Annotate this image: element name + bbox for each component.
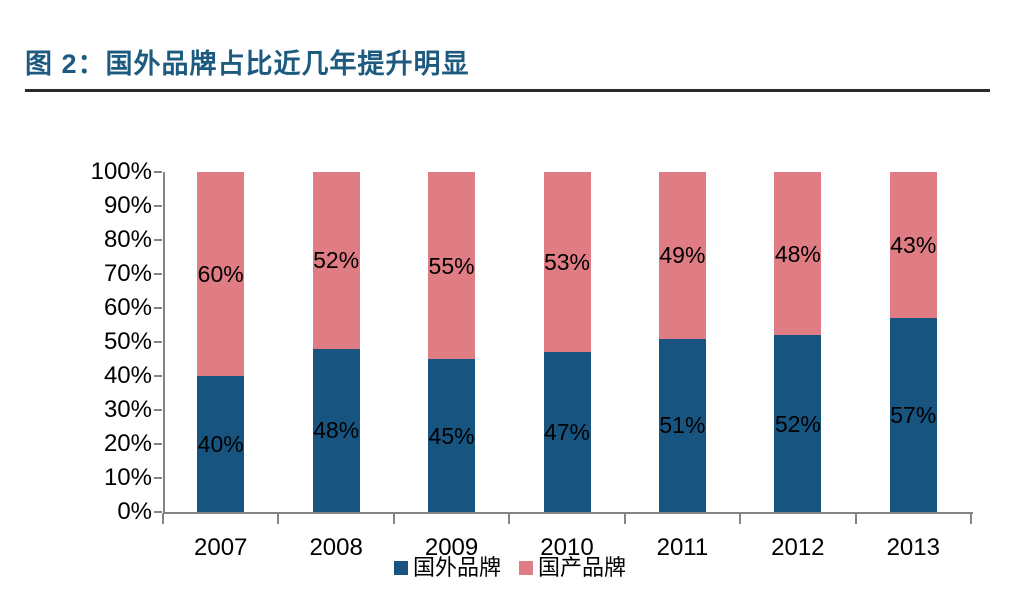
bar-segment-label: 57%: [890, 402, 937, 429]
y-axis-label: 10%: [103, 464, 152, 491]
x-axis-tick: [162, 513, 164, 524]
y-axis-label: 40%: [103, 362, 152, 389]
bar-segment-foreign: [428, 359, 476, 512]
x-axis-tick: [392, 513, 395, 524]
bar-segment-label: 45%: [428, 422, 475, 449]
bar-segment-domestic: [312, 172, 360, 349]
y-axis-tick: [154, 273, 162, 275]
x-axis-tick: [739, 513, 742, 524]
y-axis-tick: [154, 477, 162, 479]
y-axis-label: 90%: [103, 192, 152, 219]
bar-segment-domestic: [658, 172, 706, 339]
bar-segment-foreign: [312, 348, 360, 512]
y-axis-label: 20%: [103, 430, 152, 457]
bar-segment-domestic: [197, 172, 245, 376]
bar-segment-foreign: [543, 352, 591, 512]
x-axis-tick: [970, 513, 972, 524]
bar-segment-label: 52%: [774, 410, 821, 437]
x-axis-label: 2011: [656, 534, 709, 561]
chart-legend: 国外品牌 国产品牌: [10, 556, 1010, 580]
legend-item-domestic-brands: 国产品牌: [519, 556, 626, 580]
y-axis-tick: [154, 409, 162, 411]
y-axis-tick: [154, 443, 162, 445]
y-axis-tick: [154, 205, 162, 207]
y-axis-label: 70%: [103, 260, 152, 287]
bar-segment-label: 55%: [428, 252, 475, 279]
x-axis-label: 2007: [194, 534, 248, 561]
x-axis-tick: [623, 513, 626, 524]
bar-segment-label: 47%: [543, 419, 591, 446]
y-axis-label: 80%: [103, 226, 152, 253]
bar-segment-foreign: [889, 318, 937, 512]
legend-label-domestic-brands: 国产品牌: [538, 555, 627, 580]
x-axis-label: 2009: [424, 534, 479, 561]
x-axis-label: 2008: [309, 534, 363, 561]
bar-segment-label: 60%: [197, 261, 244, 287]
title-divider-rule: [25, 89, 990, 92]
legend-label-foreign-brands: 国外品牌: [412, 555, 501, 580]
y-axis-tick: [154, 375, 162, 377]
bar-segment-label: 49%: [659, 242, 706, 269]
bar-segment-domestic: [889, 172, 937, 319]
bar-segment-label: 40%: [197, 431, 244, 457]
bar-segment-label: 48%: [313, 417, 360, 444]
bar-segment-label: 48%: [774, 240, 821, 267]
bar-segment-foreign: [197, 376, 245, 512]
y-axis-tick: [154, 341, 162, 343]
y-axis-label: 100%: [90, 158, 152, 185]
y-axis-label: 50%: [103, 328, 152, 355]
x-axis-tick: [854, 513, 857, 524]
plot-area: [163, 172, 973, 514]
bar-segment-label: 43%: [890, 232, 937, 259]
figure-title: 图 2：国外品牌占比近几年提升明显: [25, 49, 470, 79]
bar-segment-label: 51%: [659, 412, 706, 439]
x-axis-tick: [508, 513, 511, 524]
y-axis-label: 60%: [103, 294, 152, 321]
bar-segment-label: 52%: [313, 247, 360, 274]
legend-swatch-foreign-brands-icon: [393, 561, 408, 575]
bar-segment-foreign: [774, 335, 822, 512]
x-axis-tick: [277, 513, 280, 524]
y-axis-label: 30%: [103, 396, 152, 423]
x-axis-label: 2012: [771, 534, 825, 561]
legend-item-foreign-brands: 国外品牌: [393, 555, 501, 580]
x-axis-label: 2010: [540, 534, 594, 561]
bar-segment-label: 53%: [543, 249, 591, 276]
bar-segment-domestic: [428, 172, 476, 359]
y-axis-tick: [154, 171, 162, 173]
legend-swatch-domestic-brands-icon: [519, 561, 533, 575]
bar-segment-domestic: [774, 172, 822, 336]
y-axis-tick: [154, 239, 162, 241]
y-axis-tick: [154, 307, 162, 309]
y-axis-label: 0%: [117, 498, 152, 525]
y-axis-tick: [154, 511, 162, 513]
x-axis-label: 2013: [886, 534, 940, 561]
bar-segment-foreign: [658, 338, 706, 512]
bar-segment-domestic: [543, 172, 591, 353]
